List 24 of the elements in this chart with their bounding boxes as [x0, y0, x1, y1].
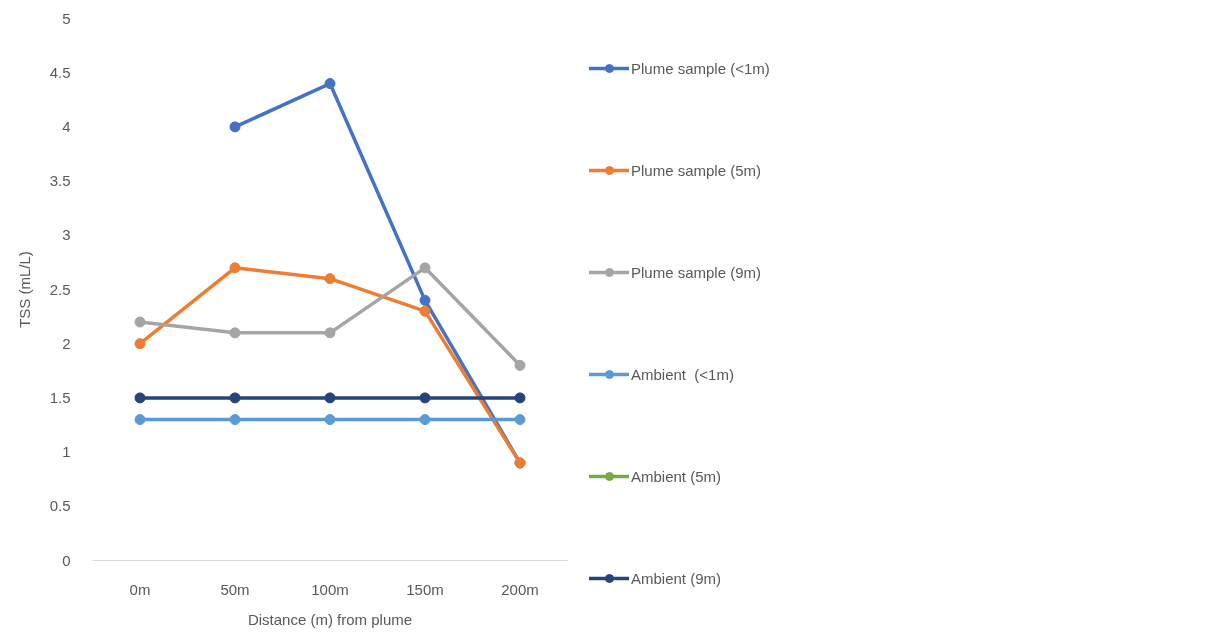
x-tick-label: 150m: [406, 580, 444, 598]
legend-label: Plume sample (9m): [631, 262, 762, 282]
legend-label: Ambient (<1m): [631, 364, 734, 384]
y-tick-label: 2: [62, 334, 71, 352]
legend-label: Ambient (5m): [631, 466, 722, 486]
legend-label: Plume sample (<1m): [631, 58, 770, 78]
y-axis-title: TSS (mL/L): [15, 251, 33, 328]
y-tick-label: 0: [62, 551, 71, 569]
y-tick-label: 0.5: [49, 497, 71, 515]
y-tick-label: 4.5: [49, 63, 71, 81]
legend-label: Plume sample (5m): [631, 160, 762, 180]
y-tick-label: 1.5: [49, 388, 71, 406]
y-tick-label: 1: [62, 443, 71, 461]
x-tick-label: 200m: [501, 580, 539, 598]
y-tick-label: 5: [62, 9, 71, 27]
x-tick-label: 0m: [129, 580, 151, 598]
x-tick-label: 100m: [311, 580, 349, 598]
y-tick-label: 2.5: [49, 280, 71, 298]
x-tick-label: 50m: [220, 580, 250, 598]
x-axis-title: Distance (m) from plume: [247, 610, 413, 628]
y-tick-label: 3.5: [49, 172, 71, 190]
y-tick-label: 3: [62, 226, 71, 244]
y-tick-label: 4: [62, 117, 71, 135]
legend-label: Ambient (9m): [631, 568, 722, 588]
